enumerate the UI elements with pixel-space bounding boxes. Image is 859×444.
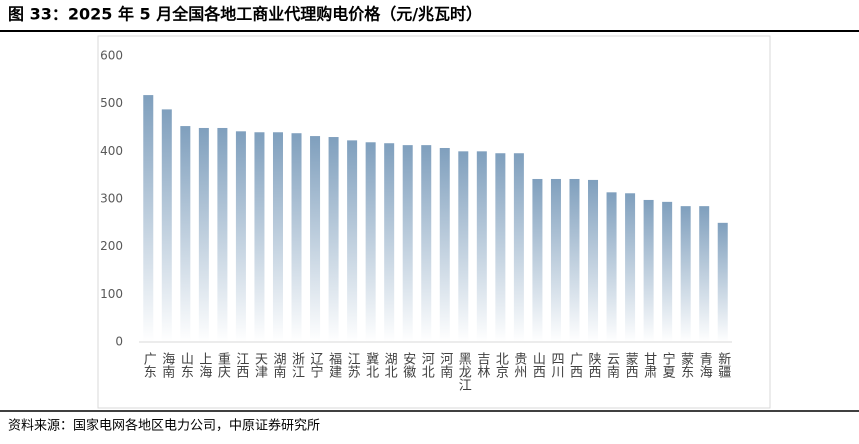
x-tick-label: 重庆 bbox=[215, 351, 231, 378]
bar bbox=[476, 151, 487, 342]
x-tick-label: 安徽 bbox=[400, 352, 416, 378]
x-tick-label: 宁夏 bbox=[660, 351, 676, 378]
x-tick-label: 山东 bbox=[178, 352, 194, 378]
bar bbox=[643, 199, 654, 342]
x-tick-label: 江西 bbox=[233, 352, 249, 378]
x-tick-label: 贵州 bbox=[511, 352, 527, 378]
source-note: 资料来源：国家电网各地区电力公司，中原证券研究所 bbox=[8, 418, 320, 434]
bar bbox=[550, 178, 561, 342]
bar bbox=[625, 193, 636, 342]
x-tick-label: 福建 bbox=[326, 352, 342, 379]
x-tick-label: 江苏 bbox=[345, 352, 361, 378]
bar bbox=[495, 153, 506, 342]
x-tick-label: 上海 bbox=[196, 352, 212, 378]
bar bbox=[143, 95, 154, 342]
x-tick-label: 河南 bbox=[437, 352, 453, 378]
bar bbox=[365, 142, 376, 342]
x-tick-label: 青海 bbox=[697, 352, 713, 378]
bar bbox=[161, 109, 172, 343]
bar bbox=[347, 140, 358, 342]
x-tick-label: 蒙西 bbox=[623, 352, 639, 378]
x-tick-label: 广西 bbox=[567, 352, 583, 378]
bar bbox=[421, 145, 432, 342]
bar bbox=[662, 201, 673, 342]
x-tick-label: 吉林 bbox=[474, 352, 490, 378]
y-tick-label: 0 bbox=[115, 335, 123, 349]
x-tick-label: 广东 bbox=[141, 352, 157, 378]
bar bbox=[588, 179, 599, 342]
x-tick-label: 四川 bbox=[548, 352, 564, 378]
bar bbox=[217, 127, 228, 342]
x-tick-label: 蒙东 bbox=[678, 352, 694, 378]
x-tick-label: 云南 bbox=[604, 352, 620, 378]
y-tick-label: 600 bbox=[100, 49, 123, 63]
x-tick-label: 北京 bbox=[493, 352, 509, 378]
bar bbox=[717, 222, 728, 342]
x-tick-label: 天津 bbox=[252, 352, 268, 378]
bar bbox=[254, 132, 265, 342]
bar bbox=[235, 131, 246, 342]
x-tick-label: 河北 bbox=[419, 352, 435, 379]
x-tick-label: 甘肃 bbox=[641, 352, 657, 378]
y-tick-label: 200 bbox=[100, 239, 123, 253]
bar bbox=[699, 206, 710, 342]
x-tick-label: 湖北 bbox=[382, 352, 398, 379]
bar bbox=[272, 132, 283, 342]
bar bbox=[180, 126, 191, 342]
x-tick-label: 海南 bbox=[159, 352, 175, 378]
bar bbox=[569, 178, 580, 342]
bar bbox=[458, 151, 469, 342]
x-tick-label: 陕西 bbox=[586, 352, 602, 378]
bar bbox=[402, 145, 413, 342]
y-tick-label: 100 bbox=[100, 287, 123, 301]
x-tick-label: 浙江 bbox=[289, 352, 305, 378]
x-tick-label: 山西 bbox=[530, 352, 546, 378]
bar bbox=[384, 143, 395, 342]
bar bbox=[513, 153, 524, 342]
bar bbox=[532, 178, 543, 342]
y-tick-label: 400 bbox=[100, 144, 123, 158]
bar bbox=[439, 147, 450, 342]
bar bbox=[310, 136, 321, 342]
chart-frame bbox=[97, 35, 771, 409]
bar bbox=[680, 206, 691, 342]
bar bbox=[328, 137, 339, 342]
y-tick-label: 500 bbox=[100, 96, 123, 110]
x-tick-label: 冀北 bbox=[363, 351, 379, 379]
y-tick-label: 300 bbox=[100, 192, 123, 206]
bar bbox=[606, 192, 617, 342]
x-tick-label: 黑龙江 bbox=[456, 352, 472, 391]
bar bbox=[291, 133, 302, 342]
x-tick-label: 新疆 bbox=[715, 351, 731, 378]
x-tick-label: 辽宁 bbox=[308, 352, 324, 378]
x-tick-label: 湖南 bbox=[270, 352, 286, 378]
chart-title: 图 33：2025 年 5 月全国各地工商业代理购电价格（元/兆瓦时） bbox=[8, 5, 482, 24]
bar bbox=[198, 127, 209, 342]
